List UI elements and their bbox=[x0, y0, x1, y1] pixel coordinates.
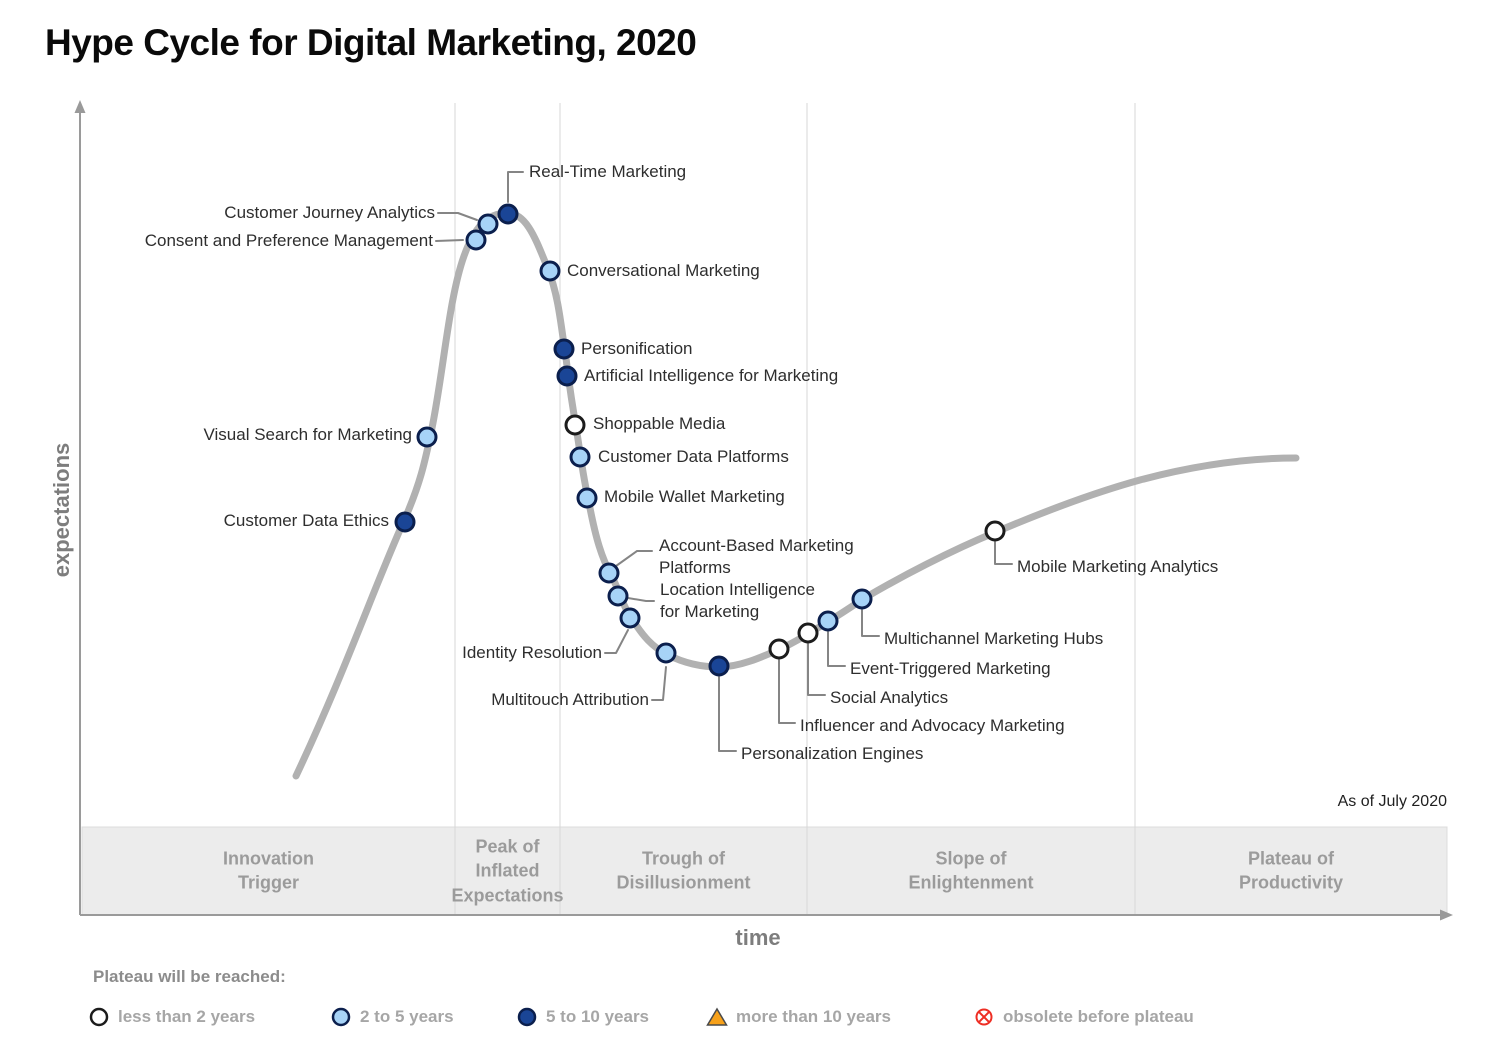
point-multitouch-attribution bbox=[655, 642, 677, 664]
connector-consent-and-preference-management bbox=[435, 239, 464, 242]
point-location-intelligence-for-marketing bbox=[607, 585, 629, 607]
label-social-analytics: Social Analytics bbox=[830, 687, 949, 707]
connector-real-time-marketing bbox=[507, 171, 524, 203]
point-customer-data-platforms bbox=[569, 446, 591, 468]
point-event-triggered-marketing bbox=[817, 610, 839, 632]
circle-light-blue-icon bbox=[331, 1007, 351, 1027]
label-influencer-and-advocacy-marketing: Influencer and Advocacy Marketing bbox=[800, 715, 1065, 735]
point-account-based-marketing-platforms bbox=[598, 562, 620, 584]
phase-label-peak-of-inflated-expectations: Peak of Inflated Expectations bbox=[451, 836, 564, 906]
connector-influencer-and-advocacy-marketing bbox=[778, 659, 796, 724]
triangle-orange-icon bbox=[706, 1007, 728, 1026]
as-of-date: As of July 2020 bbox=[1337, 793, 1447, 810]
point-artificial-intelligence-for-marketing bbox=[556, 365, 578, 387]
circle-white-icon bbox=[89, 1007, 109, 1027]
point-mobile-wallet-marketing bbox=[576, 487, 598, 509]
point-real-time-marketing bbox=[497, 203, 519, 225]
connector-multichannel-marketing-hubs bbox=[861, 609, 880, 637]
connector-customer-journey-analytics bbox=[437, 212, 478, 221]
legend-item-label: less than 2 years bbox=[118, 1007, 256, 1026]
phase-gridlines bbox=[454, 103, 1136, 915]
legend-item-label: 5 to 10 years bbox=[546, 1007, 650, 1026]
phase-label-innovation-trigger: Innovation Trigger bbox=[223, 848, 314, 893]
legend-item-5-to-10-years: 5 to 10 years bbox=[516, 1006, 649, 1028]
legend-item-more-than-10-years: more than 10 years bbox=[706, 1006, 891, 1028]
point-connectors bbox=[435, 171, 1013, 752]
point-personalization-engines bbox=[708, 655, 730, 677]
label-personalization-engines: Personalization Engines bbox=[741, 743, 924, 763]
connector-event-triggered-marketing bbox=[827, 631, 846, 667]
point-mobile-marketing-analytics bbox=[984, 520, 1006, 542]
label-customer-journey-analytics: Customer Journey Analytics bbox=[224, 202, 435, 222]
point-personification bbox=[553, 338, 575, 360]
connector-identity-resolution bbox=[604, 629, 629, 654]
connector-personalization-engines bbox=[718, 676, 737, 752]
point-multichannel-marketing-hubs bbox=[851, 588, 873, 610]
phase-label-plateau-of-productivity: Plateau of Productivity bbox=[1238, 848, 1344, 893]
label-conversational-marketing: Conversational Marketing bbox=[567, 260, 760, 280]
label-mobile-marketing-analytics: Mobile Marketing Analytics bbox=[1017, 556, 1219, 576]
axes bbox=[74, 100, 1453, 921]
page-title: Hype Cycle for Digital Marketing, 2020 bbox=[45, 22, 697, 63]
legend-item-label: 2 to 5 years bbox=[360, 1007, 454, 1026]
label-real-time-marketing: Real-Time Marketing bbox=[529, 161, 687, 181]
label-mobile-wallet-marketing: Mobile Wallet Marketing bbox=[604, 486, 785, 506]
phase-label-slope-of-enlightenment: Slope of Enlightenment bbox=[908, 848, 1034, 893]
label-visual-search-for-marketing: Visual Search for Marketing bbox=[203, 424, 412, 444]
point-customer-journey-analytics bbox=[477, 213, 499, 235]
label-consent-and-preference-management: Consent and Preference Management bbox=[144, 230, 433, 250]
x-axis-arrow-icon bbox=[1440, 909, 1453, 921]
connector-location-intelligence-for-marketing bbox=[627, 597, 655, 602]
point-customer-data-ethics bbox=[394, 511, 416, 533]
point-social-analytics bbox=[797, 622, 819, 644]
label-artificial-intelligence-for-marketing: Artificial Intelligence for Marketing bbox=[584, 365, 839, 385]
phase-band bbox=[81, 826, 1448, 916]
label-multichannel-marketing-hubs: Multichannel Marketing Hubs bbox=[884, 628, 1104, 648]
legend-item-less-than-2-years: less than 2 years bbox=[88, 1006, 255, 1028]
point-dots bbox=[394, 203, 1006, 677]
connector-multitouch-attribution bbox=[651, 666, 667, 701]
legend-item-2-to-5-years: 2 to 5 years bbox=[330, 1006, 454, 1028]
point-visual-search-for-marketing bbox=[416, 426, 438, 448]
phase-label-trough-of-disillusionment: Trough of Disillusionment bbox=[616, 848, 751, 893]
connector-social-analytics bbox=[807, 643, 826, 696]
circle-dark-blue-icon bbox=[517, 1007, 537, 1027]
label-customer-data-ethics: Customer Data Ethics bbox=[223, 510, 389, 530]
connector-account-based-marketing-platforms bbox=[615, 550, 653, 567]
label-multitouch-attribution: Multitouch Attribution bbox=[491, 689, 649, 709]
y-axis-arrow-icon bbox=[74, 100, 86, 113]
crossed-circle-red-icon bbox=[975, 1008, 993, 1026]
label-location-intelligence-for-marketing: Location Intelligence for Marketing bbox=[660, 579, 816, 621]
point-conversational-marketing bbox=[539, 260, 561, 282]
x-axis-label: time bbox=[735, 925, 781, 950]
point-shoppable-media bbox=[564, 414, 586, 436]
legend-item-label: more than 10 years bbox=[736, 1007, 891, 1026]
label-shoppable-media: Shoppable Media bbox=[593, 413, 726, 433]
y-axis-label: expectations bbox=[49, 442, 74, 578]
connector-mobile-marketing-analytics bbox=[994, 541, 1013, 565]
point-consent-and-preference-management bbox=[465, 229, 487, 251]
point-influencer-and-advocacy-marketing bbox=[768, 638, 790, 660]
legend-item-obsolete-before-plateau: obsolete before plateau bbox=[973, 1006, 1194, 1028]
hype-curve bbox=[292, 209, 1300, 780]
label-event-triggered-marketing: Event-Triggered Marketing bbox=[850, 658, 1051, 678]
label-identity-resolution: Identity Resolution bbox=[462, 642, 602, 662]
legend-item-label: obsolete before plateau bbox=[1003, 1007, 1194, 1026]
label-customer-data-platforms: Customer Data Platforms bbox=[598, 446, 789, 466]
legend-title: Plateau will be reached: bbox=[93, 967, 286, 986]
point-identity-resolution bbox=[619, 607, 641, 629]
label-account-based-marketing-platforms: Account-Based Marketing Platforms bbox=[659, 535, 854, 577]
label-personification: Personification bbox=[581, 338, 693, 358]
